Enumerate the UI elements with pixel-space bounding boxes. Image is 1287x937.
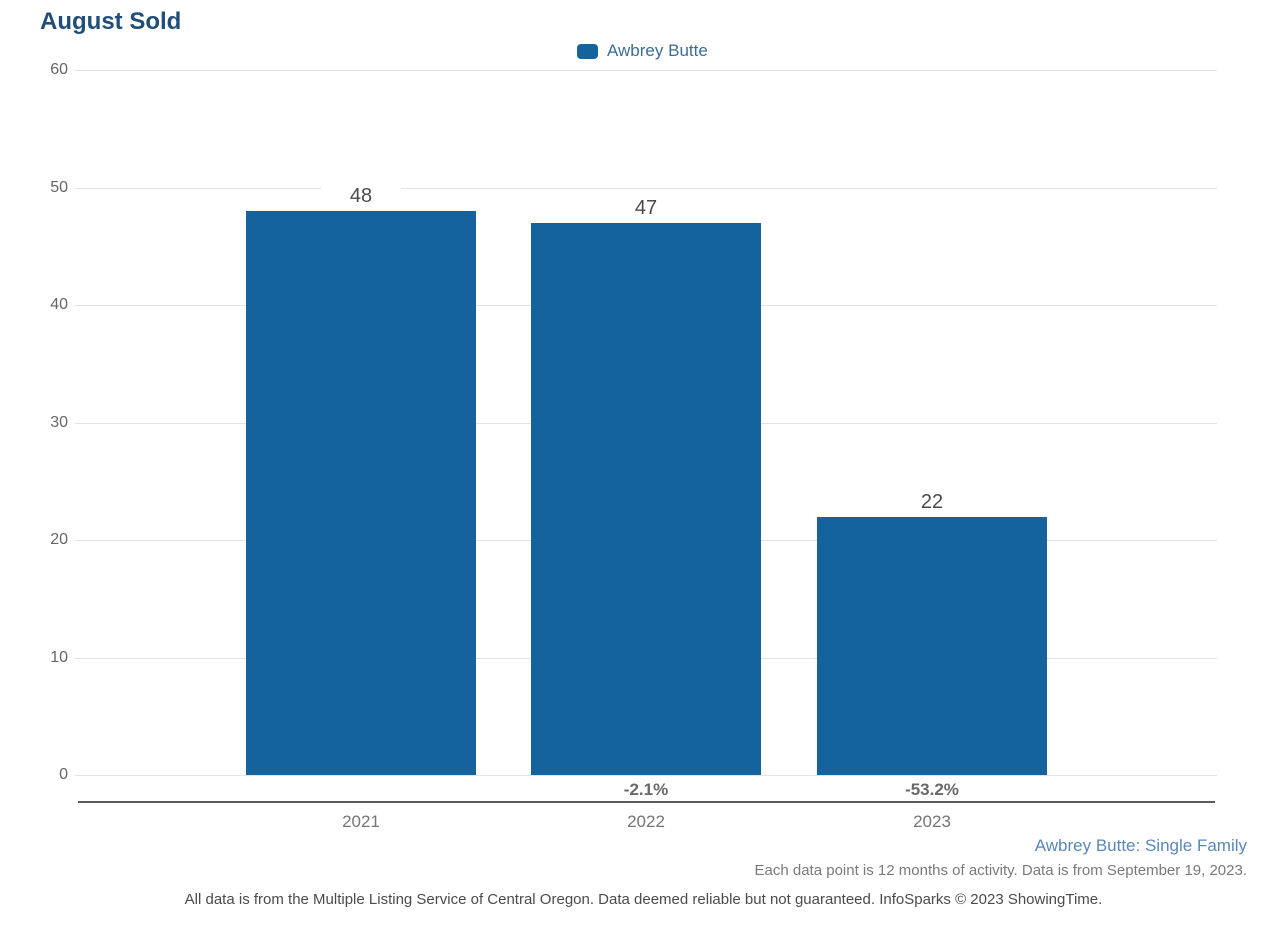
- bar-value-label-2021: 48: [321, 184, 401, 208]
- bar-2021[interactable]: [246, 211, 476, 775]
- footnote-disclaimer: All data is from the Multiple Listing Se…: [184, 891, 1103, 908]
- legend-swatch: [577, 43, 598, 59]
- pct-change-label-2023: -53.2%: [905, 780, 959, 799]
- footnote-data-note: Each data point is 12 months of activity…: [754, 862, 1247, 879]
- y-tick-label-20: 20: [50, 531, 68, 548]
- y-tick-label-40: 40: [50, 296, 68, 313]
- bar-2023[interactable]: [817, 517, 1047, 775]
- bar-value-label-2022: 47: [606, 196, 686, 220]
- pct-change-label-2022: -2.1%: [623, 780, 669, 799]
- y-tick-label-50: 50: [50, 179, 68, 196]
- legend-item-awbrey-butte[interactable]: Awbrey Butte: [577, 41, 708, 61]
- x-tick-label-2023: 2023: [913, 812, 951, 831]
- y-tick-label-60: 60: [50, 61, 68, 78]
- y-tick-label-30: 30: [50, 414, 68, 431]
- gridline-50: [75, 188, 1217, 189]
- y-tick-label-10: 10: [50, 649, 68, 666]
- gridline-60: [75, 70, 1217, 71]
- x-axis-line: [78, 801, 1215, 803]
- page-title: August Sold: [40, 8, 182, 35]
- x-tick-label-2022: 2022: [627, 812, 665, 831]
- gridline-0: [75, 775, 1217, 776]
- footnote-segment: Awbrey Butte: Single Family: [1034, 836, 1247, 855]
- x-tick-label-2021: 2021: [342, 812, 380, 831]
- legend-label: Awbrey Butte: [607, 41, 708, 60]
- bar-2022[interactable]: [531, 223, 761, 775]
- y-tick-label-0: 0: [59, 766, 68, 783]
- bar-value-label-2023: 22: [892, 490, 972, 514]
